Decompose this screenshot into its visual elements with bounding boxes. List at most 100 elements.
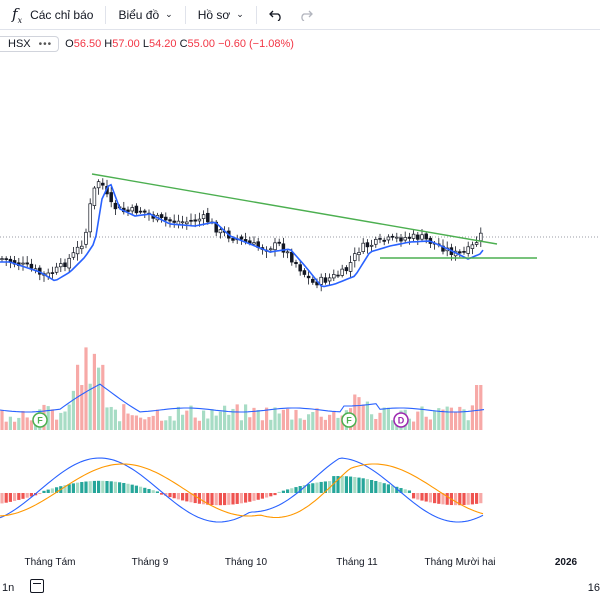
volume-bar <box>160 420 164 430</box>
chart-menu-button[interactable]: Biểu đồ ⌄ <box>110 0 180 30</box>
candle-body <box>21 262 25 265</box>
volume-bar <box>336 417 340 430</box>
macd-histogram-bar <box>462 493 466 506</box>
volume-bar <box>134 415 138 430</box>
volume-bar <box>63 411 67 430</box>
macd-histogram-bar <box>176 493 180 500</box>
candle-body <box>399 237 403 242</box>
volume-bar <box>378 412 382 430</box>
candle-body <box>231 238 235 241</box>
high-key: H <box>104 38 113 50</box>
volume-bar <box>441 409 445 430</box>
open-key: O <box>65 38 74 50</box>
candle-body <box>143 210 147 213</box>
candle-body <box>206 212 210 223</box>
candle-body <box>101 182 105 186</box>
macd-histogram-bar <box>248 493 252 502</box>
macd-histogram-bar <box>370 479 374 493</box>
close-value: 55.00 <box>187 38 216 50</box>
volume-bar <box>151 415 155 430</box>
macd-histogram-bar <box>17 493 21 500</box>
volume-bar <box>29 420 33 430</box>
volume-bar <box>428 419 432 430</box>
macd-histogram-bar <box>76 482 80 493</box>
macd-histogram-bar <box>344 476 348 493</box>
macd-histogram-bar <box>109 481 113 493</box>
candle-body <box>172 220 176 223</box>
candle-body <box>411 233 416 239</box>
exchange-label: HSX <box>8 38 31 50</box>
volume-bar <box>458 406 462 430</box>
indicators-label: Các chỉ báo <box>30 7 94 22</box>
macd-histogram-bar <box>260 493 264 499</box>
macd-histogram-bar <box>0 493 4 504</box>
time-axis-label: 2026 <box>555 557 578 568</box>
volume-bar <box>88 383 92 430</box>
candle-body <box>193 219 197 222</box>
more-icon[interactable]: ••• <box>38 38 53 50</box>
profile-menu-button[interactable]: Hồ sơ ⌄ <box>190 0 252 30</box>
candle-body <box>130 207 134 212</box>
candle-body <box>361 242 365 252</box>
volume-bar <box>92 353 96 430</box>
macd-histogram-bar <box>214 493 218 506</box>
macd-histogram-bar <box>382 483 386 493</box>
volume-bar <box>122 404 126 430</box>
candle-body <box>277 241 281 244</box>
candle-body <box>416 234 420 240</box>
volume-bar <box>311 412 315 430</box>
macd-histogram-bar <box>244 493 248 503</box>
macd-histogram-bar <box>227 493 231 505</box>
macd-histogram-bar <box>55 487 59 493</box>
price-chart[interactable]: F F D Tháng Tám Tháng 9 Tháng 10 Tháng 11 … <box>0 30 600 576</box>
volume-bar <box>206 418 210 430</box>
chart-menu-label: Biểu đồ <box>118 7 160 22</box>
volume-bar <box>433 410 437 430</box>
volume-bar <box>113 409 117 430</box>
candle-body <box>285 251 290 254</box>
macd-histogram-bar <box>403 489 407 493</box>
change-value: −0.60 (−1.08%) <box>218 38 294 50</box>
volume-bar <box>357 397 361 430</box>
candle-body <box>80 245 84 250</box>
candle-body <box>201 214 206 219</box>
volume-bar <box>462 409 466 430</box>
candle-body <box>63 262 67 267</box>
volume-bar <box>328 414 332 430</box>
macd-histogram-bar <box>210 493 214 506</box>
symbol-chip[interactable]: HSX ••• <box>0 36 60 52</box>
candle-body <box>336 274 340 277</box>
macd-signal-line <box>0 463 484 519</box>
macd-histogram-bar <box>353 477 357 493</box>
macd-histogram-bar <box>470 493 474 505</box>
volume-bar <box>13 421 17 430</box>
candle-body <box>59 263 63 268</box>
volume-bar <box>424 416 428 430</box>
function-icon: fx <box>12 4 23 25</box>
volume-bar <box>197 420 201 430</box>
macd-histogram-bar <box>332 476 336 493</box>
volume-bar <box>269 419 273 430</box>
macd-histogram-bar <box>479 493 483 504</box>
macd-histogram-bar <box>298 486 302 493</box>
interval-button[interactable]: 1n <box>2 582 15 594</box>
volume-bar <box>21 411 25 430</box>
volume-bar <box>273 407 277 430</box>
event-marker-label: F <box>346 416 352 426</box>
resistance-trendline <box>91 173 498 245</box>
macd-histogram-bar <box>319 481 323 493</box>
undo-button[interactable] <box>261 0 291 30</box>
volume-bar <box>181 414 185 430</box>
macd-histogram-bar <box>181 493 185 501</box>
macd-histogram-bar <box>151 490 155 493</box>
undo-icon <box>268 10 281 21</box>
macd-histogram-bar <box>139 486 143 493</box>
macd-histogram-bar <box>231 493 235 505</box>
macd-histogram-bar <box>294 487 298 493</box>
candle-body <box>466 246 470 254</box>
candle-body <box>407 236 412 239</box>
macd-histogram-bar <box>118 482 122 493</box>
indicators-button[interactable]: fx Các chỉ báo <box>0 0 101 30</box>
calendar-icon[interactable] <box>30 579 44 593</box>
redo-button[interactable] <box>291 0 321 30</box>
